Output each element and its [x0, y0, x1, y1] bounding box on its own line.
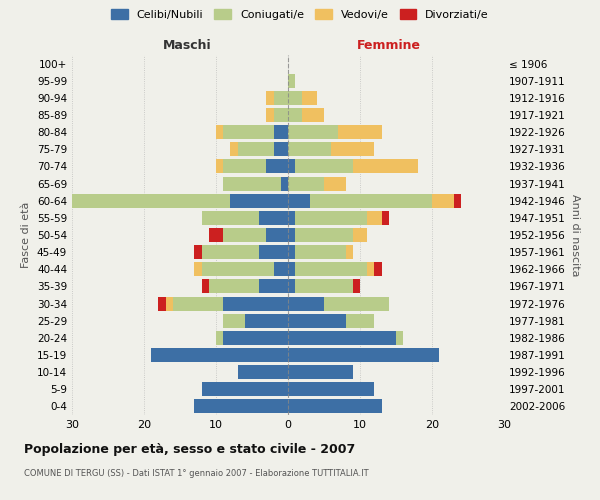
Bar [202, 382, 288, 396]
Bar [209, 280, 259, 293]
Bar [432, 194, 454, 207]
Bar [245, 314, 288, 328]
Bar [274, 108, 288, 122]
Bar [223, 176, 281, 190]
Bar [295, 262, 367, 276]
Bar [367, 262, 374, 276]
Bar [266, 91, 274, 105]
Text: Femmine: Femmine [357, 38, 421, 52]
Bar [216, 331, 223, 345]
Bar [338, 125, 382, 139]
Bar [202, 211, 259, 225]
Bar [288, 400, 382, 413]
Bar [396, 331, 403, 345]
Bar [288, 91, 302, 105]
Bar [223, 125, 274, 139]
Bar [295, 160, 353, 173]
Bar [259, 245, 288, 259]
Bar [331, 142, 374, 156]
Bar [288, 382, 374, 396]
Bar [295, 245, 346, 259]
Bar [382, 211, 389, 225]
Bar [194, 245, 202, 259]
Bar [259, 280, 288, 293]
Bar [288, 245, 295, 259]
Bar [223, 331, 288, 345]
Bar [288, 228, 295, 242]
Bar [209, 228, 223, 242]
Bar [288, 160, 295, 173]
Bar [58, 194, 65, 207]
Bar [65, 194, 72, 207]
Bar [259, 211, 288, 225]
Bar [353, 228, 367, 242]
Bar [324, 296, 389, 310]
Bar [223, 314, 245, 328]
Bar [288, 125, 338, 139]
Y-axis label: Fasce di età: Fasce di età [22, 202, 31, 268]
Bar [194, 262, 202, 276]
Bar [288, 280, 295, 293]
Bar [274, 125, 288, 139]
Bar [353, 280, 360, 293]
Bar [266, 228, 288, 242]
Bar [288, 348, 439, 362]
Bar [223, 228, 266, 242]
Bar [202, 245, 259, 259]
Bar [353, 160, 418, 173]
Bar [288, 331, 396, 345]
Bar [158, 296, 166, 310]
Bar [310, 194, 432, 207]
Bar [216, 125, 223, 139]
Bar [302, 108, 324, 122]
Bar [281, 176, 288, 190]
Bar [173, 296, 223, 310]
Bar [230, 194, 288, 207]
Bar [295, 280, 353, 293]
Bar [216, 160, 223, 173]
Bar [288, 365, 353, 379]
Bar [238, 365, 288, 379]
Bar [454, 194, 461, 207]
Legend: Celibi/Nubili, Coniugati/e, Vedovi/e, Divorziati/e: Celibi/Nubili, Coniugati/e, Vedovi/e, Di… [108, 6, 492, 23]
Bar [274, 262, 288, 276]
Bar [324, 176, 346, 190]
Bar [194, 400, 288, 413]
Bar [288, 176, 324, 190]
Bar [295, 228, 353, 242]
Y-axis label: Anni di nascita: Anni di nascita [569, 194, 580, 276]
Text: Popolazione per età, sesso e stato civile - 2007: Popolazione per età, sesso e stato civil… [24, 442, 355, 456]
Bar [288, 142, 331, 156]
Bar [288, 211, 295, 225]
Bar [151, 348, 288, 362]
Bar [266, 108, 274, 122]
Bar [288, 108, 302, 122]
Bar [274, 91, 288, 105]
Bar [223, 160, 266, 173]
Bar [288, 194, 310, 207]
Bar [288, 296, 324, 310]
Bar [367, 211, 382, 225]
Bar [202, 280, 209, 293]
Bar [374, 262, 382, 276]
Bar [266, 160, 288, 173]
Bar [295, 211, 367, 225]
Bar [223, 296, 288, 310]
Bar [302, 91, 317, 105]
Text: COMUNE DI TERGU (SS) - Dati ISTAT 1° gennaio 2007 - Elaborazione TUTTITALIA.IT: COMUNE DI TERGU (SS) - Dati ISTAT 1° gen… [24, 469, 368, 478]
Bar [346, 314, 374, 328]
Text: Maschi: Maschi [163, 38, 212, 52]
Bar [288, 74, 295, 88]
Bar [288, 314, 346, 328]
Bar [288, 262, 295, 276]
Bar [230, 142, 238, 156]
Bar [274, 142, 288, 156]
Bar [166, 296, 173, 310]
Bar [72, 194, 230, 207]
Bar [238, 142, 274, 156]
Bar [202, 262, 274, 276]
Bar [346, 245, 353, 259]
